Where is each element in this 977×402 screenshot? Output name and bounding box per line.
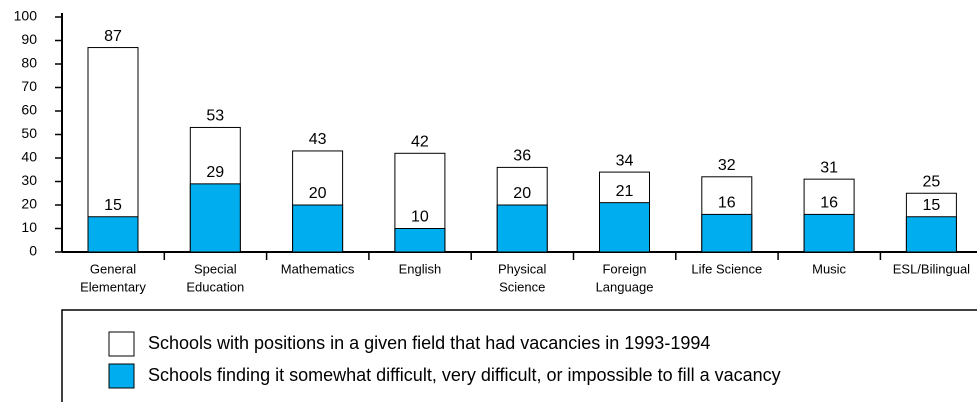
- value-label: 25: [923, 173, 941, 190]
- y-tick-label: 80: [21, 55, 37, 71]
- x-tick-label: Science: [499, 279, 545, 294]
- legend-label: Schools with positions in a given field …: [148, 333, 710, 353]
- y-tick-label: 40: [21, 149, 37, 165]
- x-tick-label: Physical: [498, 261, 547, 276]
- x-tick-label: Music: [812, 261, 846, 276]
- bar: [803, 213, 855, 253]
- x-tick-label: General: [90, 261, 136, 276]
- value-label: 34: [616, 152, 634, 169]
- value-label: 10: [411, 209, 429, 226]
- y-tick-label: 90: [21, 31, 37, 47]
- x-tick-label: English: [399, 261, 442, 276]
- value-label: 29: [206, 164, 224, 181]
- bar: [701, 213, 753, 253]
- value-label: 16: [718, 195, 736, 212]
- value-label: 15: [104, 197, 122, 214]
- legend-swatch: [108, 363, 135, 389]
- x-tick-label: Mathematics: [281, 261, 355, 276]
- value-label: 16: [820, 195, 838, 212]
- bar: [292, 204, 344, 253]
- y-tick-label: 10: [21, 219, 37, 235]
- x-tick-label: Foreign: [602, 261, 646, 276]
- y-tick-label: 0: [29, 243, 37, 259]
- value-label: 36: [513, 148, 531, 165]
- value-label: 20: [309, 185, 327, 202]
- y-tick-label: 60: [21, 102, 37, 118]
- x-tick-label: Elementary: [80, 279, 146, 294]
- value-label: 31: [820, 159, 838, 176]
- legend-label: Schools finding it somewhat difficult, v…: [148, 365, 781, 385]
- legend-box: [61, 309, 977, 402]
- value-label: 53: [206, 108, 224, 125]
- legend-swatch: [108, 331, 135, 357]
- y-tick-label: 70: [21, 78, 37, 94]
- value-label: 32: [718, 157, 736, 174]
- y-tick-label: 30: [21, 172, 37, 188]
- value-label: 42: [411, 134, 429, 151]
- value-label: 21: [616, 183, 634, 200]
- bar: [189, 183, 241, 253]
- value-label: 20: [513, 185, 531, 202]
- value-label: 87: [104, 28, 122, 45]
- bar: [496, 204, 548, 253]
- y-tick-label: 50: [21, 125, 37, 141]
- x-tick-label: Language: [596, 279, 654, 294]
- y-tick-label: 100: [14, 8, 38, 24]
- bar: [394, 228, 446, 253]
- bar: [599, 202, 650, 253]
- y-tick-label: 20: [21, 196, 37, 212]
- value-label: 15: [923, 197, 941, 214]
- bar: [905, 216, 957, 253]
- x-tick-label: ESL/Bilingual: [893, 261, 970, 276]
- bar: [87, 216, 139, 253]
- x-tick-label: Special: [194, 261, 237, 276]
- x-tick-label: Education: [186, 279, 244, 294]
- x-tick-label: Life Science: [691, 261, 762, 276]
- value-label: 43: [309, 131, 327, 148]
